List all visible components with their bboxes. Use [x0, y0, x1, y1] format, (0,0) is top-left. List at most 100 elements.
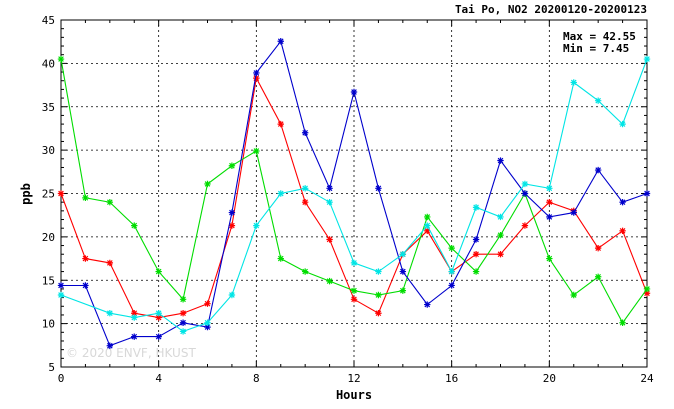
- max-stat: Max = 42.55: [563, 30, 636, 43]
- y-tick-label: 10: [42, 318, 55, 331]
- series-3-point: [546, 213, 553, 221]
- series-1-point: [82, 255, 89, 262]
- series-4-point: [497, 213, 504, 221]
- axis-ticks: 5 10 15 20 25 30 35 40 45 0 4 8 12 16 20 24: [42, 14, 654, 385]
- series-4-point: [301, 185, 309, 192]
- series-1-point: [155, 314, 162, 321]
- series-4-point: [253, 222, 260, 229]
- series-4-point: [277, 190, 284, 197]
- series-4-point: [106, 310, 114, 317]
- series-3-point: [472, 236, 480, 243]
- series-3-point: [350, 88, 358, 96]
- series-2-point: [497, 231, 504, 239]
- series-3-point: [253, 69, 260, 77]
- series-2-point: [350, 287, 358, 294]
- x-tick-label: 8: [253, 372, 260, 385]
- series-2-point: [131, 222, 138, 229]
- series-2-point: [228, 162, 236, 169]
- y-tick-label: 5: [48, 361, 55, 374]
- series-2-point: [424, 213, 431, 221]
- series-2-point: [448, 244, 455, 252]
- y-axis-title: ppb: [19, 183, 33, 205]
- series-3-point: [228, 209, 236, 216]
- series-3-point: [521, 190, 529, 197]
- series-3-point: [82, 282, 89, 289]
- series-4-point: [448, 268, 455, 275]
- series-2-point: [594, 273, 602, 280]
- series-1-point: [375, 310, 382, 317]
- series-3-point: [179, 319, 187, 326]
- series-2-point: [570, 291, 577, 299]
- series-3-point: [643, 190, 651, 197]
- y-tick-label: 40: [42, 57, 55, 70]
- series-2-point: [277, 255, 284, 262]
- x-tick-label: 0: [58, 372, 65, 385]
- series-2-point: [301, 268, 309, 275]
- series-2-point: [399, 287, 407, 294]
- series-1-point: [619, 227, 626, 235]
- y-tick-label: 35: [42, 101, 55, 114]
- series-1-point: [204, 300, 211, 307]
- series-3-point: [619, 198, 626, 206]
- series-1-point: [594, 244, 602, 252]
- y-tick-label: 15: [42, 274, 55, 287]
- series-1-point: [253, 74, 260, 82]
- series-2-point: [179, 296, 187, 303]
- series-2-point: [253, 147, 260, 155]
- series-2-point: [643, 285, 651, 293]
- y-tick-label: 45: [42, 14, 55, 27]
- min-stat: Min = 7.45: [563, 42, 629, 55]
- series-3-point: [448, 282, 455, 289]
- series-1-point: [497, 251, 504, 258]
- x-tick-label: 16: [445, 372, 458, 385]
- series-1-point: [643, 290, 651, 297]
- series-1-point: [546, 198, 553, 206]
- series-4-point: [619, 120, 626, 128]
- series-3-point: [399, 268, 407, 275]
- series-2-point: [546, 255, 553, 262]
- chart-title: Tai Po, NO2 20200120-20200123: [455, 3, 647, 16]
- series-2-point: [82, 194, 89, 202]
- series-3-point: [277, 38, 284, 45]
- series-4-point: [131, 314, 138, 321]
- series-4-line: [60, 58, 648, 333]
- series-3-point: [57, 282, 65, 289]
- series-4-point: [643, 55, 651, 63]
- series-3: [57, 38, 651, 349]
- series-3-point: [570, 209, 577, 216]
- series-1-point: [179, 310, 187, 317]
- series-1-point: [277, 120, 284, 128]
- x-tick-label: 24: [640, 372, 654, 385]
- series-3-point: [106, 342, 114, 349]
- series-4-point: [375, 268, 382, 275]
- series-4: [57, 55, 651, 335]
- series-2-point: [326, 277, 333, 285]
- series-2-point: [155, 268, 162, 275]
- series-4-point: [546, 185, 553, 192]
- x-tick-label: 4: [155, 372, 162, 385]
- series-4-point: [570, 79, 577, 86]
- series-lines: [57, 38, 651, 349]
- series-3-point: [155, 333, 162, 340]
- series-4-point: [326, 198, 333, 206]
- series-2-point: [375, 291, 382, 299]
- series-1-point: [424, 227, 431, 235]
- y-tick-label: 25: [42, 188, 55, 201]
- series-3-point: [497, 157, 504, 164]
- series-3-point: [326, 185, 333, 192]
- series-1-point: [131, 310, 138, 317]
- y-tick-label: 30: [42, 144, 55, 157]
- series-2-point: [57, 55, 65, 63]
- series-4-point: [399, 251, 407, 258]
- series-1-point: [57, 190, 65, 197]
- series-4-point: [594, 97, 602, 104]
- y-tick-label: 20: [42, 231, 55, 244]
- series-1-point: [301, 198, 309, 206]
- watermark-text: © 2020 ENVF, HKUST: [66, 346, 196, 360]
- series-2-point: [204, 180, 211, 188]
- series-3-point: [131, 333, 138, 340]
- series-4-point: [57, 291, 65, 299]
- x-tick-label: 12: [347, 372, 360, 385]
- series-3-point: [424, 301, 431, 308]
